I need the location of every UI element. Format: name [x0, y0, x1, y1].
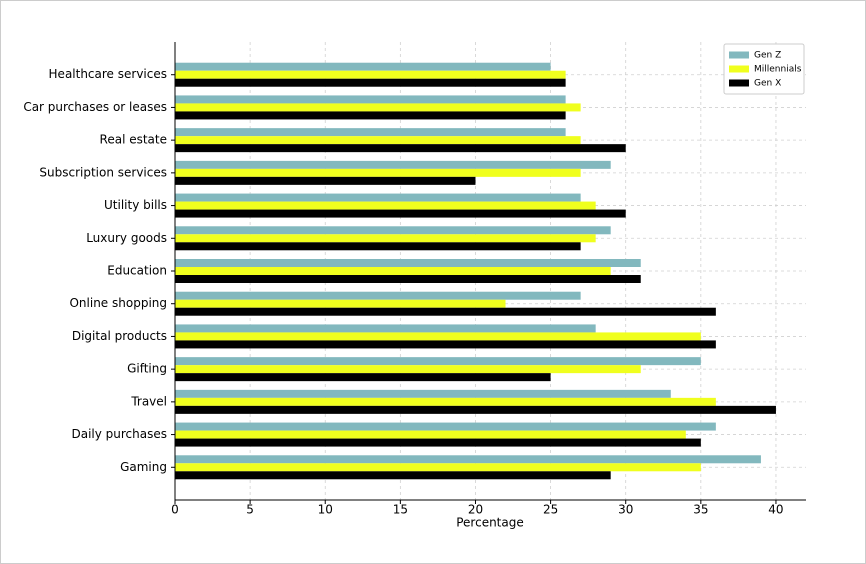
legend-label: Gen Z	[754, 51, 781, 61]
bar	[175, 234, 596, 243]
y-tick-label: Digital products	[72, 329, 167, 343]
bar	[175, 62, 551, 71]
y-tick-label: Utility bills	[104, 198, 167, 212]
bar	[175, 144, 626, 153]
bar	[175, 128, 566, 137]
bar	[175, 78, 566, 87]
bar	[175, 463, 701, 472]
bar	[175, 70, 566, 79]
x-tick-label: 25	[543, 503, 558, 517]
x-tick-label: 35	[693, 503, 708, 517]
y-tick-label: Education	[107, 264, 167, 278]
y-tick-label: Online shopping	[69, 296, 167, 310]
legend-swatch	[729, 51, 749, 59]
x-axis-label: Percentage	[456, 516, 524, 530]
bar	[175, 373, 551, 382]
bar	[175, 209, 626, 218]
bar	[175, 307, 716, 316]
legend-label: Millennials	[754, 65, 802, 75]
y-tick-label: Healthcare services	[49, 67, 167, 81]
bar	[175, 365, 641, 374]
legend-swatch	[729, 65, 749, 73]
legend-label: Gen X	[754, 79, 781, 89]
bar	[175, 168, 581, 177]
x-tick-label: 30	[618, 503, 633, 517]
bar	[175, 111, 566, 120]
y-tick-label: Real estate	[100, 133, 167, 147]
bar	[175, 430, 686, 439]
x-tick-label: 5	[246, 503, 254, 517]
y-tick-label: Gifting	[127, 362, 167, 376]
x-tick-label: 15	[393, 503, 408, 517]
bar	[175, 136, 581, 145]
bar	[175, 422, 716, 431]
bar	[175, 275, 641, 283]
bar	[175, 160, 611, 169]
bar	[175, 324, 596, 333]
bar	[175, 405, 776, 414]
bar	[175, 259, 641, 267]
bar	[175, 267, 611, 275]
bar	[175, 438, 701, 447]
x-tick-label: 20	[468, 503, 483, 517]
bar	[175, 397, 716, 406]
y-tick-label: Daily purchases	[71, 427, 167, 441]
bar	[175, 471, 611, 480]
legend-swatch	[729, 79, 749, 87]
bar	[175, 176, 476, 185]
bar	[175, 201, 596, 210]
x-tick-label: 40	[768, 503, 783, 517]
y-tick-label: Car purchases or leases	[23, 100, 167, 114]
y-tick-label: Luxury goods	[86, 231, 167, 245]
bar	[175, 103, 581, 112]
bar	[175, 389, 671, 398]
bar	[175, 299, 506, 308]
bar	[175, 332, 701, 341]
x-tick-label: 0	[171, 503, 179, 517]
bar	[175, 340, 716, 349]
bar	[175, 291, 581, 300]
y-tick-label: Gaming	[120, 460, 167, 474]
bar	[175, 226, 611, 235]
x-tick-label: 10	[318, 503, 333, 517]
legend: Gen Z Millennials Gen X	[723, 43, 805, 95]
bar	[175, 357, 701, 366]
y-tick-label: Travel	[130, 394, 167, 408]
bar	[175, 455, 761, 464]
bar	[175, 242, 581, 251]
y-tick-label: Subscription services	[39, 165, 167, 179]
bar	[175, 193, 581, 202]
bar	[175, 95, 566, 104]
